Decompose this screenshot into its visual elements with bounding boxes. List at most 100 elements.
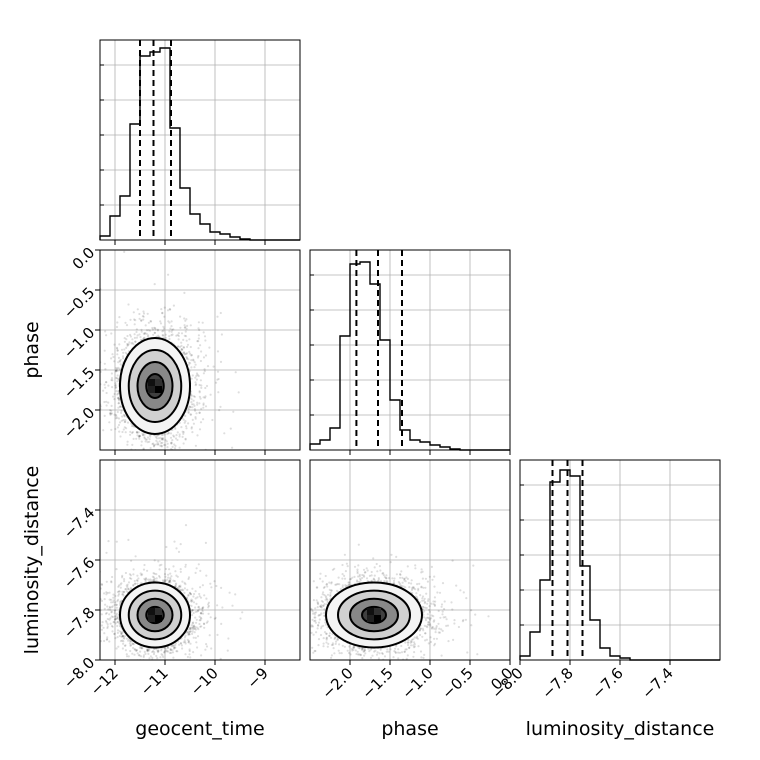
- sample-point: [116, 369, 119, 372]
- sample-point: [132, 437, 135, 440]
- sample-point: [219, 360, 223, 363]
- sample-point: [191, 374, 194, 377]
- histogram-step: [309, 261, 510, 451]
- sample-point: [171, 449, 174, 450]
- sample-point: [170, 645, 173, 648]
- sample-point: [168, 321, 171, 324]
- sample-point: [113, 343, 116, 346]
- sample-point: [202, 356, 206, 359]
- sample-point: [143, 437, 146, 440]
- sample-point: [185, 352, 188, 356]
- sample-point: [146, 436, 150, 439]
- sample-point: [178, 446, 181, 449]
- sample-point: [118, 472, 120, 474]
- sample-point: [169, 432, 173, 435]
- sample-point: [179, 642, 183, 645]
- sample-point: [183, 352, 186, 355]
- sample-point: [171, 328, 174, 331]
- sample-point: [94, 599, 96, 601]
- sample-point: [104, 612, 108, 615]
- sample-point: [115, 386, 118, 389]
- sample-point: [174, 644, 177, 647]
- sample-point: [137, 435, 141, 438]
- sample-point: [156, 329, 159, 332]
- sample-point: [100, 383, 102, 386]
- sample-point: [184, 414, 187, 418]
- sample-point: [126, 343, 129, 346]
- sample-point: [132, 573, 135, 576]
- sample-point: [169, 663, 171, 665]
- sample-point: [141, 432, 144, 435]
- sample-point: [205, 384, 209, 388]
- sample-point: [201, 607, 204, 610]
- sample-point: [194, 417, 197, 420]
- sample-point: [193, 408, 196, 411]
- sample-point: [161, 330, 164, 333]
- sample-point: [135, 437, 138, 440]
- hist-panel-geocent-time: [99, 39, 301, 245]
- panels-layer: −8.0 −7.8 −7.6 −7.4−2.0−1.5−1.0−0.50.0−12 −1…: [60, 39, 721, 703]
- sample-point: [120, 419, 123, 422]
- sample-point: [119, 435, 122, 438]
- sample-point: [132, 311, 135, 314]
- sample-point: [84, 451, 86, 453]
- sample-point: [160, 308, 163, 311]
- sample-point: [116, 367, 119, 370]
- sample-point: [146, 649, 149, 652]
- sample-point: [116, 616, 119, 620]
- sample-point: [105, 404, 108, 407]
- sample-point: [199, 596, 203, 599]
- sample-point: [173, 452, 175, 454]
- sample-point: [147, 329, 150, 332]
- density-peak-cell: [155, 386, 162, 393]
- sample-point: [220, 622, 223, 626]
- panel-frame: [99, 39, 301, 241]
- sample-point: [170, 442, 173, 445]
- sample-point: [122, 351, 125, 354]
- sample-point: [184, 330, 187, 333]
- sample-point: [190, 354, 193, 357]
- sample-point: [119, 405, 122, 408]
- sample-point: [143, 454, 145, 456]
- sample-point: [117, 594, 120, 597]
- sample-point: [229, 427, 232, 430]
- sample-point: [125, 588, 128, 591]
- sample-point: [162, 327, 166, 330]
- sample-point: [201, 584, 204, 587]
- sample-point: [109, 412, 112, 415]
- scatter-panel-geocent-time-vs-phase: −2.0−1.5−1.0−0.50.0: [60, 244, 301, 474]
- sample-point: [129, 430, 132, 433]
- sample-point: [108, 606, 111, 609]
- sample-point: [117, 423, 121, 427]
- x-tick-label: −7.4: [638, 664, 676, 702]
- sample-point: [154, 327, 157, 330]
- sample-point: [180, 589, 183, 592]
- sample-point: [194, 610, 197, 614]
- sample-point: [143, 464, 145, 466]
- sample-point: [149, 435, 152, 438]
- sample-point: [131, 338, 134, 341]
- sample-point: [197, 337, 200, 340]
- sample-point: [154, 328, 157, 331]
- sample-point: [148, 657, 151, 660]
- sample-point: [184, 420, 187, 423]
- sample-point: [130, 664, 132, 666]
- sample-point: [175, 334, 178, 337]
- sample-point: [182, 346, 185, 349]
- sample-point: [114, 427, 117, 431]
- sample-point: [157, 437, 160, 440]
- sample-point: [135, 649, 138, 653]
- sample-point: [190, 604, 193, 608]
- sample-point: [152, 653, 156, 656]
- sample-point: [116, 410, 119, 414]
- sample-point: [184, 653, 187, 656]
- sample-point: [124, 321, 127, 324]
- sample-point: [161, 654, 164, 657]
- sample-point: [109, 409, 112, 412]
- sample-point: [127, 343, 130, 346]
- sample-point: [112, 601, 115, 604]
- sample-point: [93, 583, 95, 585]
- sample-point: [124, 431, 127, 434]
- sample-point: [183, 421, 186, 424]
- sample-point: [136, 431, 139, 434]
